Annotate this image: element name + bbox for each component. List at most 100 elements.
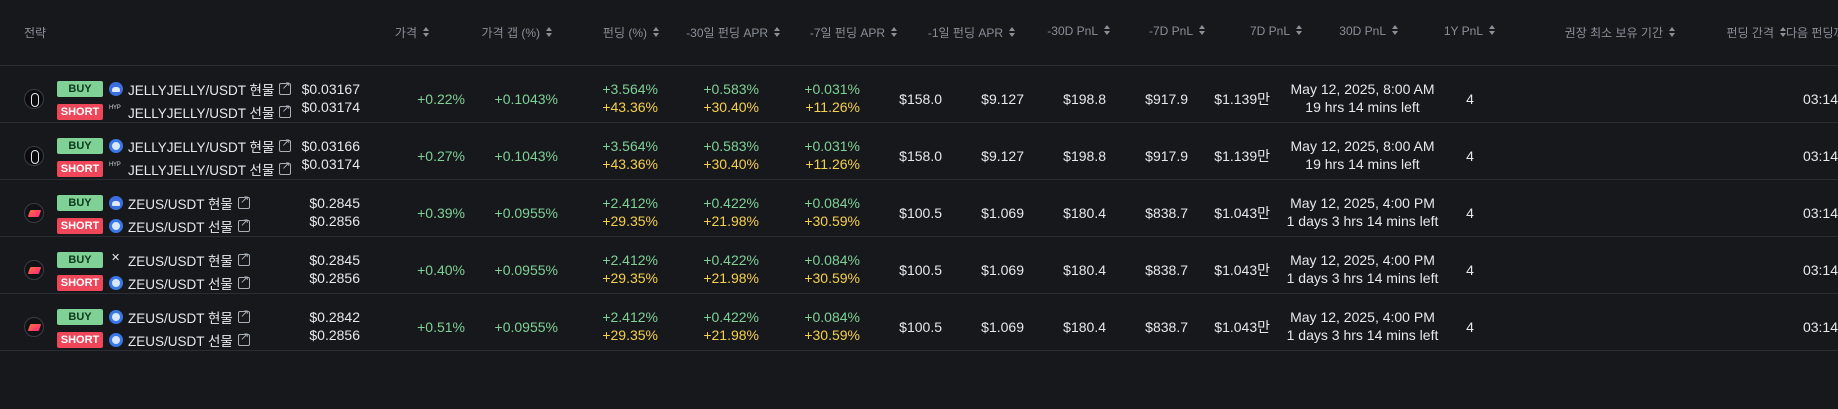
- sort-icon[interactable]: [545, 26, 553, 39]
- apr1-annual: +11.26%: [805, 156, 860, 172]
- ring-exchange-icon: [109, 138, 123, 153]
- apr1-annual: +30.59%: [804, 213, 860, 229]
- zeus-logo: [24, 317, 44, 337]
- table-row[interactable]: BUY JELLYJELLY/USDT 현물 SHORT JELLYJELLY/…: [0, 123, 1838, 180]
- apr1-cell: +0.084% +30.59%: [780, 194, 860, 230]
- short-leg: SHORT JELLYJELLY/USDT 선물: [57, 100, 347, 123]
- header-apr7[interactable]: -7일 펀딩 APR: [790, 24, 898, 41]
- sort-icon[interactable]: [1295, 25, 1303, 37]
- apr7-value: +0.583%: [703, 81, 759, 97]
- pnl-7: $180.4: [1063, 205, 1106, 221]
- apr7-annual: +21.98%: [703, 327, 759, 343]
- sort-icon[interactable]: [1008, 26, 1016, 39]
- header-apr1[interactable]: -1일 펀딩 APR: [910, 24, 1016, 41]
- short-badge: SHORT: [57, 217, 103, 234]
- header-funding-interval[interactable]: 펀딩 간격: [1690, 24, 1787, 41]
- header-funding-interval-label: 펀딩 간격: [1726, 26, 1775, 40]
- external-link-icon[interactable]: [237, 193, 250, 209]
- table-row[interactable]: BUY ZEUS/USDT 현물 SHORT ZEUS/USDT 선물 $0.2…: [0, 294, 1838, 351]
- external-link-icon[interactable]: [279, 79, 292, 95]
- hyperliquid-exchange-icon: [109, 105, 123, 116]
- buy-badge: BUY: [57, 194, 103, 211]
- header-apr30[interactable]: -30일 펀딩 APR: [670, 24, 781, 41]
- short-leg: SHORT ZEUS/USDT 선물: [57, 328, 347, 351]
- external-link-icon[interactable]: [237, 273, 250, 289]
- funding-rate: +0.0955%: [494, 319, 558, 335]
- table-row[interactable]: BUY ZEUS/USDT 현물 SHORT ZEUS/USDT 선물 $0.2…: [0, 180, 1838, 237]
- pnl-1y: $1.043만: [1214, 319, 1270, 335]
- header-price-gap[interactable]: 가격 갭 (%): [440, 24, 553, 41]
- apr30-annual: +43.36%: [602, 99, 658, 115]
- external-link-icon[interactable]: [237, 250, 250, 266]
- apr7-value: +0.422%: [703, 252, 759, 268]
- external-link-icon[interactable]: [279, 136, 292, 152]
- price-cell: $0.2845 $0.2856: [260, 194, 360, 230]
- funding-interval: 4: [1466, 262, 1474, 278]
- external-link-icon[interactable]: [237, 216, 250, 232]
- sort-icon[interactable]: [1391, 25, 1399, 37]
- short-badge: SHORT: [57, 103, 103, 120]
- sort-icon[interactable]: [890, 26, 898, 39]
- pnl-30: $838.7: [1145, 205, 1188, 221]
- header-funding[interactable]: 펀딩 (%): [560, 24, 660, 41]
- buy-badge: BUY: [57, 308, 103, 325]
- sort-icon[interactable]: [773, 26, 781, 39]
- sort-icon[interactable]: [1103, 25, 1111, 37]
- header-pnl-7-label: 7D PnL: [1249, 24, 1290, 38]
- min-hold-date: May 12, 2025, 4:00 PM: [1290, 195, 1435, 211]
- pnl-1y: $1.139만: [1214, 91, 1270, 107]
- sort-icon[interactable]: [652, 26, 660, 39]
- buy-pair: ZEUS/USDT 현물: [128, 310, 233, 326]
- min-hold-cell: May 12, 2025, 8:00 AM 19 hrs 14 mins lef…: [1280, 80, 1445, 116]
- table-row[interactable]: BUY ZEUS/USDT 현물 SHORT ZEUS/USDT 선물 $0.2…: [0, 237, 1838, 294]
- header-pnl-30[interactable]: 30D PnL: [1310, 24, 1399, 38]
- price-cell: $0.03167 $0.03174: [260, 80, 360, 116]
- short-leg: SHORT ZEUS/USDT 선물: [57, 271, 347, 294]
- min-hold-remaining: 1 days 3 hrs 14 mins left: [1286, 327, 1439, 343]
- sort-icon[interactable]: [1198, 25, 1206, 37]
- buy-leg: BUY ZEUS/USDT 현물: [57, 191, 347, 214]
- header-pnl-1y-label: 1Y PnL: [1443, 24, 1483, 38]
- sort-icon[interactable]: [1779, 26, 1787, 39]
- min-hold-remaining: 19 hrs 14 mins left: [1305, 156, 1420, 172]
- header-pnl-m30-label: -30D PnL: [1047, 24, 1098, 38]
- price-cell: $0.2842 $0.2856: [260, 308, 360, 344]
- jelly-logo: [24, 89, 44, 109]
- apr7-annual: +21.98%: [703, 270, 759, 286]
- min-hold-remaining: 1 days 3 hrs 14 mins left: [1286, 213, 1439, 229]
- price-gap: +0.51%: [417, 319, 465, 335]
- sort-icon[interactable]: [1488, 25, 1496, 37]
- buy-badge: BUY: [57, 251, 103, 268]
- header-pnl-7[interactable]: 7D PnL: [1215, 24, 1303, 38]
- min-hold-date: May 12, 2025, 8:00 AM: [1290, 138, 1435, 154]
- header-pnl-m30[interactable]: -30D PnL: [1025, 24, 1111, 38]
- apr30-value: +2.412%: [602, 309, 658, 325]
- external-link-icon[interactable]: [237, 330, 250, 346]
- buy-badge: BUY: [57, 137, 103, 154]
- external-link-icon[interactable]: [279, 159, 292, 175]
- zeus-logo: [24, 260, 44, 280]
- sort-icon[interactable]: [1668, 26, 1676, 39]
- header-pnl-m7[interactable]: -7D PnL: [1120, 24, 1206, 38]
- header-next-funding[interactable]: 다음 펀딩까: [1786, 24, 1838, 41]
- ring-exchange-icon: [109, 218, 123, 233]
- pnl-7: $180.4: [1063, 319, 1106, 335]
- header-price[interactable]: 가격: [330, 24, 430, 41]
- table-row[interactable]: BUY JELLYJELLY/USDT 현물 SHORT JELLYJELLY/…: [0, 66, 1838, 123]
- header-pnl-1y[interactable]: 1Y PnL: [1405, 24, 1496, 38]
- external-link-icon[interactable]: [279, 102, 292, 118]
- apr7-annual: +30.40%: [703, 99, 759, 115]
- apr1-annual: +30.59%: [804, 327, 860, 343]
- header-price-label: 가격: [394, 26, 417, 40]
- buy-pair: ZEUS/USDT 현물: [128, 196, 233, 212]
- external-link-icon[interactable]: [237, 307, 250, 323]
- buy-badge: BUY: [57, 80, 103, 97]
- pnl-30: $917.9: [1145, 91, 1188, 107]
- header-min-hold[interactable]: 권장 최소 보유 기간: [1500, 24, 1676, 41]
- sort-icon[interactable]: [422, 26, 430, 39]
- apr7-cell: +0.583% +30.40%: [680, 137, 759, 173]
- apr30-annual: +43.36%: [602, 156, 658, 172]
- pnl-m30: $100.5: [899, 319, 942, 335]
- cloud-exchange-icon: [109, 81, 123, 96]
- apr7-cell: +0.422% +21.98%: [680, 194, 759, 230]
